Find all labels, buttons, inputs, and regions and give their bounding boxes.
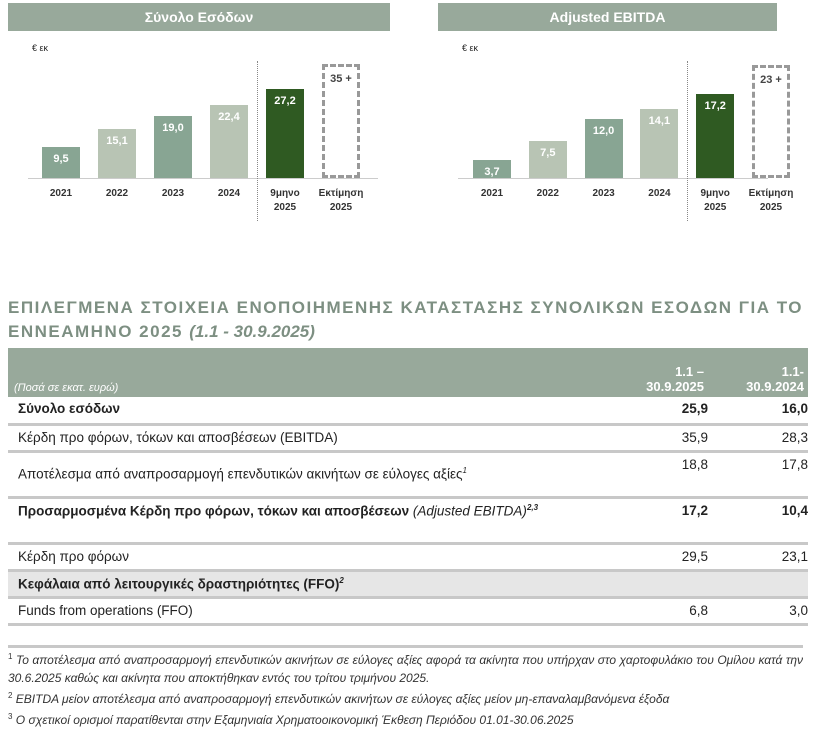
chart-divider: [687, 61, 689, 221]
section-title: ΕΠΙΛΕΓΜΕΝΑ ΣΤΟΙΧΕΙΑ ΕΝΟΠΟΙΗΜΕΝΗΣ ΚΑΤΑΣΤΑ…: [8, 296, 803, 344]
bar-label: 9,5: [53, 153, 69, 166]
row-label: Αποτέλεσμα από αναπροσαρμογή επενδυτικών…: [8, 451, 608, 499]
chart-bar: 19,0: [154, 116, 192, 178]
value-2024: 23,1: [708, 543, 808, 572]
value-2024: [708, 570, 808, 599]
category-label: 2021: [480, 188, 504, 199]
category-label: 2024: [648, 188, 671, 199]
footnote: 3 Ο σχετικοί ορισμοί παρατίθενται στην Ε…: [8, 712, 574, 727]
value-2024: 28,3: [708, 424, 808, 453]
row-label: Funds from operations (FFO): [8, 597, 608, 626]
chart-bar: 27,2: [266, 89, 304, 178]
section-period: (1.1 - 30.9.2025): [189, 322, 315, 341]
chart-bar: 14,1: [640, 108, 679, 178]
bar-label: 7,5: [540, 147, 556, 160]
category-label: 2023: [161, 188, 185, 199]
row-label: Προσαρμοσμένα Κέρδη προ φόρων, τόκων και…: [8, 497, 608, 545]
value-2025: 35,9: [608, 424, 708, 453]
chart-bar: 12,0: [584, 119, 623, 178]
bar-label: 12,0: [592, 125, 615, 138]
value-2025: 6,8: [608, 597, 708, 626]
chart-divider: [257, 61, 258, 221]
chart-unit: € εκ: [32, 43, 49, 53]
col-header-2025: 1.1 –30.9.2025: [608, 348, 708, 397]
category-label: 2023: [592, 188, 615, 199]
chart-bar: 23 +: [752, 65, 790, 178]
value-2024: 16,0: [708, 397, 808, 426]
category-label: Εκτίμηση 2025: [748, 188, 794, 213]
chart-bar: 3,7: [473, 159, 511, 178]
chart-unit: € εκ: [462, 43, 479, 53]
revenue-chart-panel: Σύνολο Εσόδων € εκ 9,5 2021 15,1 2022 19,0 20…: [8, 3, 390, 223]
value-2024: 17,8: [708, 451, 808, 499]
col-header-2024: 1.1- 30.9.2024: [708, 348, 808, 397]
table-row: Funds from operations (FFO) 6,8 3,0: [8, 597, 808, 626]
row-label: Κεφάλαια από λειτουργικές δραστηριότητες…: [8, 570, 608, 599]
chart-baseline: [28, 178, 378, 179]
category-label: 9μηνο 2025: [270, 188, 300, 213]
table-row: Προσαρμοσμένα Κέρδη προ φόρων, τόκων και…: [8, 497, 808, 545]
row-label: Σύνολο εσόδων: [8, 397, 608, 426]
category-label: 2024: [217, 188, 241, 199]
chart-bar: 7,5: [528, 141, 567, 178]
ebitda-chart-panel: Adjusted EBITDA € εκ 3,7 2021 7,5 2022 12,0 2…: [438, 3, 793, 223]
footnotes: 1 Το αποτέλεσμα από αναπροσαρμογή επενδυ…: [8, 645, 803, 729]
row-label: Κέρδη προ φόρων, τόκων και αποσβέσεων (E…: [8, 424, 608, 453]
bar-label: 23 +: [760, 74, 782, 87]
bar-label: 3,7: [484, 165, 500, 178]
category-label: 2021: [49, 188, 73, 199]
category-label: Εκτίμηση 2025: [318, 188, 364, 213]
value-2025: 25,9: [608, 397, 708, 426]
table-row: Κεφάλαια από λειτουργικές δραστηριότητες…: [8, 570, 808, 599]
footnote: 1 Το αποτέλεσμα από αναπροσαρμογή επενδυ…: [8, 652, 803, 685]
category-label: 2022: [105, 188, 129, 199]
table-row: Κέρδη προ φόρων, τόκων και αποσβέσεων (E…: [8, 424, 808, 453]
chart-bar: 9,5: [42, 147, 80, 178]
row-label: Κέρδη προ φόρων: [8, 543, 608, 572]
section-title-text: ΕΠΙΛΕΓΜΕΝΑ ΣΤΟΙΧΕΙΑ ΕΝΟΠΟΙΗΜΕΝΗΣ ΚΑΤΑΣΤΑ…: [8, 298, 803, 341]
bar-label: 15,1: [106, 134, 128, 147]
category-label: 9μηνο 2025: [700, 188, 730, 213]
financial-table: (Ποσά σε εκατ. ευρώ) 1.1 –30.9.2025 1.1-…: [8, 348, 808, 626]
value-2025: 17,2: [608, 497, 708, 545]
bar-label: 35 +: [330, 72, 352, 85]
table-row: Κέρδη προ φόρων 29,5 23,1: [8, 543, 808, 572]
unit-label: (Ποσά σε εκατ. ευρώ): [8, 348, 608, 397]
value-2024: 10,4: [708, 497, 808, 545]
value-2025: [608, 570, 708, 599]
category-label: 2022: [536, 188, 559, 199]
value-2024: 3,0: [708, 597, 808, 626]
chart-bar: 15,1: [98, 128, 136, 178]
chart-title: Σύνολο Εσόδων: [8, 3, 390, 31]
value-2025: 29,5: [608, 543, 708, 572]
chart-bar: 22,4: [210, 104, 248, 178]
value-2025: 18,8: [608, 451, 708, 499]
chart-bar: 17,2: [696, 93, 735, 178]
chart-baseline: [458, 178, 768, 179]
bar-label: 22,4: [218, 110, 240, 123]
footnote: 2 EBITDA μείον αποτέλεσμα από αναπροσαρμ…: [8, 691, 670, 706]
table-row: Σύνολο εσόδων 25,9 16,0: [8, 397, 808, 426]
bar-label: 14,1: [648, 114, 671, 127]
bar-label: 19,0: [162, 122, 184, 135]
chart-title: Adjusted EBITDA: [438, 3, 777, 31]
chart-bar: 35 +: [322, 63, 360, 178]
bar-label: 27,2: [274, 95, 296, 108]
bar-label: 17,2: [704, 99, 726, 112]
table-row: Αποτέλεσμα από αναπροσαρμογή επενδυτικών…: [8, 451, 808, 499]
